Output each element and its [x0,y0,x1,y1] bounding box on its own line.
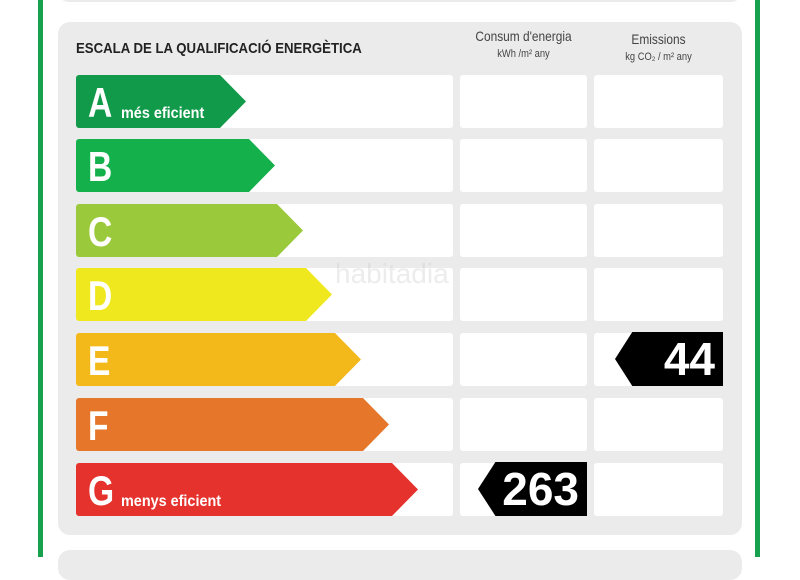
rating-label: més eficient [121,105,205,122]
bottom-panel [58,550,742,580]
energy-cell [460,139,587,192]
energy-cell [460,268,587,321]
rating-bar-d: D [76,268,332,321]
energy-value-badge: 263 [478,462,587,516]
rating-letter: D [88,272,113,319]
border-right [755,0,760,557]
emissions-cell [594,139,723,192]
energy-cell [460,204,587,257]
rating-bar-c: C [76,204,303,257]
emissions-cell [594,268,723,321]
energy-cell [460,333,587,386]
emissions-cell [594,204,723,257]
rating-bar-b: B [76,139,275,192]
emissions-cell [594,398,723,451]
rating-bar-e: E [76,333,361,386]
rating-bar-a: A més eficient [76,75,246,128]
rating-letter: B [88,143,113,190]
rating-bar-g: G menys eficient [76,463,418,516]
energy-header: Consum d'energia kWh /m² any [475,28,572,60]
watermark: habitadia [335,258,449,289]
rating-bar-f: F [76,398,389,451]
rating-letter: A [88,79,113,126]
energy-cell [460,75,587,128]
emissions-value-badge: 44 [615,332,723,386]
energy-cell [460,398,587,451]
rating-letter: E [88,337,111,384]
rating-letter: F [88,402,109,449]
rating-letter: G [88,467,115,514]
scale-title: ESCALA DE LA QUALIFICACIÓ ENERGÈTICA [76,40,362,57]
emissions-cell [594,75,723,128]
emissions-cell [594,463,723,516]
rating-label: menys eficient [121,493,222,510]
border-left [38,0,43,557]
emissions-header: Emissions kg CO₂ / m² any [625,31,692,63]
rating-letter: C [88,208,113,255]
top-panel [58,0,742,2]
